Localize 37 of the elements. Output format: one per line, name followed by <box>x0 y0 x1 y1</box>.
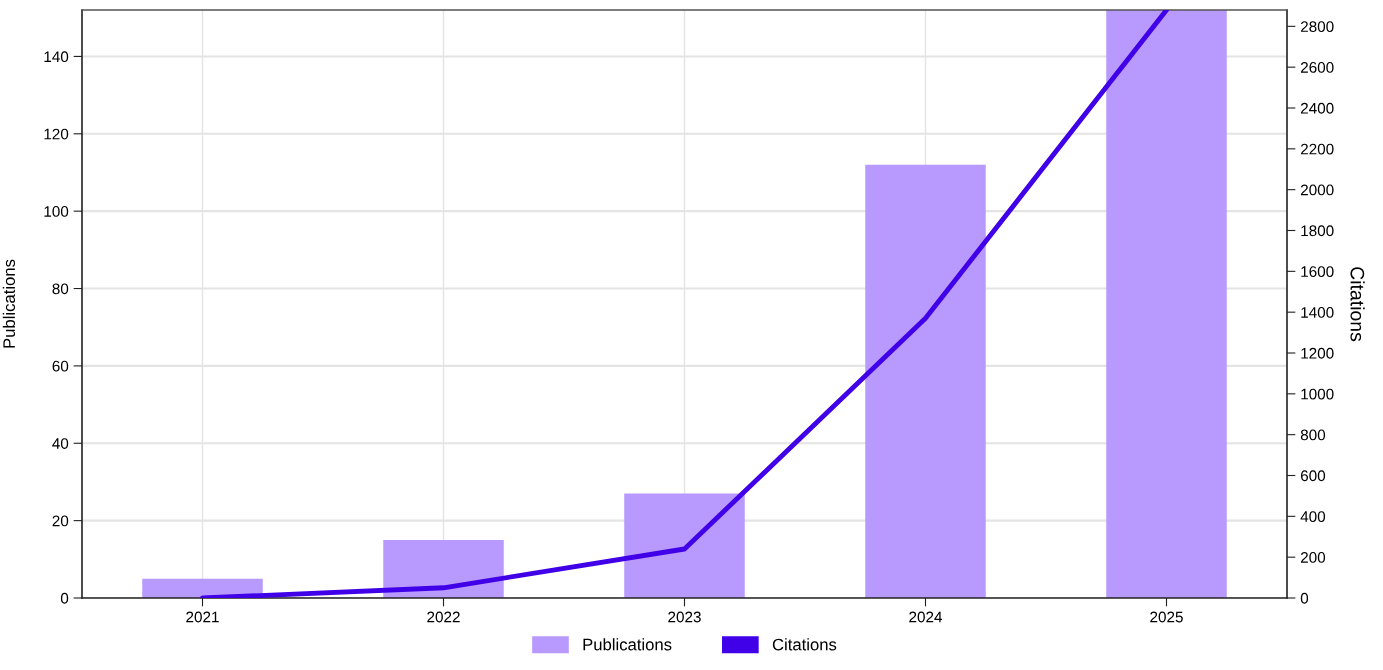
x-tick-label: 2022 <box>427 611 460 623</box>
y2-tick-label: 0 <box>1300 592 1309 604</box>
x-tick-label: 2024 <box>909 611 943 623</box>
y2-tick-label: 800 <box>1300 429 1326 441</box>
y2-tick-label: 1200 <box>1301 347 1334 359</box>
y2-tick-label: 1400 <box>1301 307 1334 318</box>
x-tick-label: 2021 <box>186 611 219 623</box>
y2-tick-label: 1600 <box>1301 266 1334 278</box>
y2-tick-label: 2800 <box>1300 21 1334 33</box>
y-tick-label: 20 <box>52 515 69 527</box>
y-tick-label: 120 <box>44 128 69 140</box>
y2-tick-label: 200 <box>1300 552 1326 563</box>
bar <box>865 164 986 598</box>
y-axis-title: Publications <box>2 259 16 348</box>
legend-label: Publications <box>583 638 672 651</box>
y2-axis-title: Citations <box>1350 267 1365 342</box>
bar <box>1106 10 1227 598</box>
y-tick-label: 100 <box>44 206 69 217</box>
y2-tick-label: 2000 <box>1300 184 1334 196</box>
y-tick-label: 140 <box>44 51 69 63</box>
y2-tick-label: 400 <box>1300 511 1326 523</box>
y2-tick-label: 2600 <box>1300 62 1334 73</box>
y-tick-label: 60 <box>52 360 69 372</box>
y2-tick-label: 1800 <box>1301 225 1334 237</box>
x-tick-label: 2025 <box>1150 611 1183 623</box>
bar <box>383 539 504 598</box>
line-series <box>200 10 1169 598</box>
y-tick-label: 40 <box>52 438 69 449</box>
x-tick-label: 2023 <box>668 611 701 623</box>
y-tick-label: 80 <box>52 283 69 295</box>
bar <box>624 493 745 598</box>
y2-tick-label: 1000 <box>1301 388 1334 400</box>
y-tick-label: 0 <box>60 592 69 604</box>
y2-tick-label: 2200 <box>1300 143 1334 155</box>
y2-tick-label: 600 <box>1300 470 1326 482</box>
y2-tick-label: 2400 <box>1300 102 1334 114</box>
legend-label: Citations <box>772 638 837 651</box>
